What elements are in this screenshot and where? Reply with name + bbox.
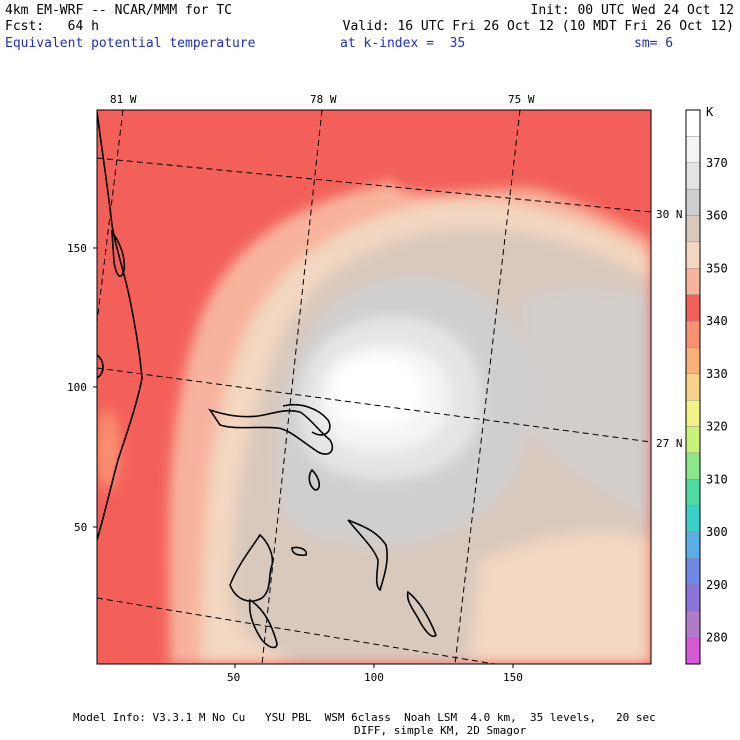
colorbar-label: 320 xyxy=(706,420,728,434)
lat-label-27n: 27 N xyxy=(656,437,683,450)
colorbar-swatch xyxy=(685,531,701,559)
colorbar-swatch xyxy=(685,109,701,137)
colorbar: 370 360 350 340 330 320 310 300 290 280 xyxy=(685,109,728,665)
model-title: 4km EM-WRF -- NCAR/MMM for TC xyxy=(5,3,232,18)
colorbar-swatch xyxy=(685,136,701,163)
y-tick-150: 150 xyxy=(67,242,87,255)
valid-time: Valid: 16 UTC Fri 26 Oct 12 (10 MDT Fri … xyxy=(342,19,734,34)
colorbar-label: 290 xyxy=(706,578,728,592)
colorbar-swatch xyxy=(685,611,701,638)
colorbar-label: 300 xyxy=(706,525,728,539)
colorbar-label: 350 xyxy=(706,261,728,275)
colorbar-label: 280 xyxy=(706,631,728,645)
colorbar-swatch xyxy=(685,320,701,348)
x-tick-100: 100 xyxy=(364,671,384,684)
colorbar-swatch xyxy=(685,479,701,506)
colorbar-swatch xyxy=(685,426,701,454)
colorbar-swatch xyxy=(685,162,701,190)
axis-ticks xyxy=(93,247,514,668)
colorbar-swatch xyxy=(685,399,701,427)
model-diffusion: DIFF, simple KM, 2D Smagor xyxy=(354,724,527,737)
colorbar-swatch xyxy=(685,452,701,480)
colorbar-swatch xyxy=(685,268,701,295)
field-name: Equivalent potential temperature xyxy=(5,36,256,51)
colorbar-label: 340 xyxy=(706,314,728,328)
colorbar-swatch xyxy=(685,188,701,216)
coastlines xyxy=(97,111,437,649)
colorbar-label: 330 xyxy=(706,367,728,381)
colorbar-unit: K xyxy=(706,105,714,119)
x-tick-150: 150 xyxy=(503,671,523,684)
forecast-hour: Fcst: 64 h xyxy=(5,19,99,34)
colorbar-swatch xyxy=(685,215,701,243)
lon-label-81w: 81 W xyxy=(110,93,137,106)
colorbar-label: 370 xyxy=(706,156,728,170)
colorbar-swatch xyxy=(685,347,701,375)
theta-e-field xyxy=(97,110,651,664)
x-tick-50: 50 xyxy=(227,671,240,684)
y-tick-50: 50 xyxy=(74,521,87,534)
colorbar-label: 360 xyxy=(706,209,728,223)
y-tick-100: 100 xyxy=(67,381,87,394)
colorbar-swatch xyxy=(685,558,701,586)
colorbar-swatch xyxy=(685,241,701,269)
colorbar-swatch xyxy=(685,637,701,665)
init-time: Init: 00 UTC Wed 24 Oct 12 xyxy=(530,3,735,18)
colorbar-swatch xyxy=(685,505,701,533)
colorbar-swatch xyxy=(685,294,701,322)
lon-label-75w: 75 W xyxy=(508,93,535,106)
graticule xyxy=(97,110,651,664)
colorbar-frame xyxy=(685,109,701,665)
colorbar-swatch xyxy=(685,584,701,612)
level-info: at k-index = 35 xyxy=(340,36,466,51)
colorbar-swatch xyxy=(685,373,701,401)
model-info: Model Info: V3.3.1 M No Cu YSU PBL WSM 6… xyxy=(73,711,656,724)
lon-label-78w: 78 W xyxy=(310,93,337,106)
smoothing-info: sm= 6 xyxy=(634,36,674,51)
colorbar-label: 310 xyxy=(706,472,728,486)
lat-label-30n: 30 N xyxy=(656,208,683,221)
